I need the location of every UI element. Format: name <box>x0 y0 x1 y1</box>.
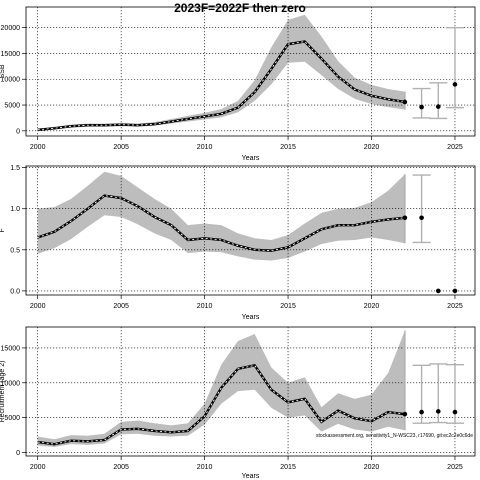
x-tick-label: 2015 <box>280 464 296 471</box>
y-tick-label: 15000 <box>1 345 21 352</box>
projection-point <box>452 409 458 415</box>
y-tick-label: 0.0 <box>10 288 20 295</box>
x-tick-label: 2025 <box>447 303 463 310</box>
x-tick-label: 2000 <box>30 303 46 310</box>
x-tick-label: 2025 <box>447 464 463 471</box>
x-tick-label: 2005 <box>113 464 129 471</box>
y-tick-label: 0.5 <box>10 247 20 254</box>
y-axis-label: SSB <box>0 64 6 78</box>
confidence-band <box>37 171 405 261</box>
last-year-point <box>402 99 408 105</box>
y-axis-label: Recruitment (age 2) <box>0 361 6 423</box>
plot-frame <box>25 6 476 137</box>
y-tick-label: 20000 <box>1 25 21 32</box>
x-tick-label: 2025 <box>447 144 463 151</box>
x-axis-label: Years <box>242 473 260 480</box>
x-tick-label: 2000 <box>30 464 46 471</box>
y-axis-label: F <box>0 228 6 232</box>
chart-title: 2023F=2022F then zero <box>174 1 306 15</box>
confidence-band <box>37 14 405 131</box>
series-line-dash <box>37 195 405 252</box>
projection-point <box>419 409 424 415</box>
plot-frame <box>25 326 476 457</box>
panel-bottom: 2000 2005 2010 2015 2020 2025 0 5000 10000 15000 Y… <box>0 326 476 480</box>
y-tick-label: 1.0 <box>10 206 20 213</box>
x-tick-label: 2010 <box>197 144 213 151</box>
plot-frame <box>25 165 476 296</box>
x-tick-label: 2005 <box>113 144 129 151</box>
projection-point <box>452 82 458 87</box>
x-axis-label: Years <box>242 155 260 162</box>
x-tick-label: 2015 <box>280 303 296 310</box>
x-tick-label: 2020 <box>364 144 380 151</box>
panel-middle: 2000 2005 2010 2015 2020 2025 0.0 0.5 1.0 1.5 Year… <box>0 165 476 321</box>
y-tick-label: 1.5 <box>10 165 20 172</box>
x-axis-label: Years <box>242 314 260 321</box>
x-tick-label: 2020 <box>364 464 380 471</box>
y-tick-label: 10000 <box>1 380 21 387</box>
y-tick-label: 0 <box>16 450 20 457</box>
footnote: stockassessment.org, sensitivity1_N-WSC2… <box>316 433 473 439</box>
y-tick-label: 0 <box>16 128 20 135</box>
y-tick-label: 5000 <box>4 415 20 422</box>
last-year-point <box>402 215 408 221</box>
x-tick-label: 2000 <box>30 144 46 151</box>
y-tick-label: 5000 <box>4 103 20 110</box>
projection-point <box>435 288 441 294</box>
x-tick-label: 2005 <box>113 303 129 310</box>
series-line-dash <box>37 364 405 445</box>
projection-point <box>435 409 441 414</box>
series-line-dash <box>37 41 405 131</box>
last-year-point <box>402 411 408 417</box>
projection-point <box>452 288 458 294</box>
y-tick-label: 10000 <box>1 77 21 84</box>
panel-top: 2000 2005 2010 2015 2020 2025 0 5000 10000 15000 2… <box>0 6 476 162</box>
projection-point <box>419 215 424 221</box>
projection-point <box>419 104 424 110</box>
y-tick-label: 15000 <box>1 51 21 58</box>
x-tick-label: 2015 <box>280 144 296 151</box>
x-tick-label: 2010 <box>197 303 213 310</box>
projection-point <box>435 104 441 109</box>
x-tick-label: 2010 <box>197 464 213 471</box>
x-tick-label: 2020 <box>364 303 380 310</box>
